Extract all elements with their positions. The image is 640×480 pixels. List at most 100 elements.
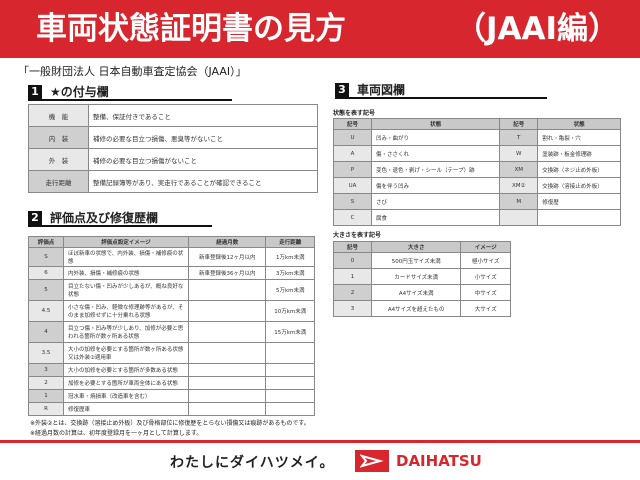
table-cell [187, 342, 267, 364]
table-row: U 凹み・曲がり T 割れ・亀裂・穴 [333, 129, 621, 146]
table-row: 3.5 大小の加修を必要とする箇所が数ヶ所ある状態又は外装②適用車 [28, 342, 315, 364]
section-3-header: 3 車両図欄 [335, 82, 547, 99]
table-cell: 腐食 [370, 209, 501, 226]
table-cell: 冠水車・焼損車（改造車を含む） [63, 389, 189, 403]
title-banner: 車両状態証明書の見方 （JAAI編） [0, 0, 640, 58]
brand-name: DAIHATSU [396, 452, 482, 470]
table-cell: 小さな傷・凹み、軽微な修理跡等があるが、そのまま加修せずに十分乗れる状態 [63, 300, 189, 322]
table-cell: 2 [333, 284, 372, 301]
table-cell: 傷・ささくれ [370, 145, 501, 162]
table-cell [187, 402, 267, 416]
table-cell [187, 321, 267, 343]
table-cell: 3 [333, 300, 372, 317]
table-cell: 1 [28, 389, 64, 403]
table-cell [265, 376, 315, 390]
table-cell: 塗装跡・板金修理跡 [537, 145, 621, 162]
table-cell [537, 209, 621, 226]
table-cell: 新車登録後12ヶ月以内 [187, 247, 267, 267]
table-cell: 1万km未満 [265, 247, 315, 267]
table-cell: R [28, 402, 64, 416]
table-cell: 走行距離 [28, 170, 89, 193]
table-cell: S [333, 193, 372, 210]
table-row: UA 傷を伴う凹み XM② 交換跡（溶接止め外板） [333, 177, 621, 194]
size-symbols-label: 大きさを表す記号 [333, 232, 382, 239]
divider [0, 440, 640, 443]
organization-name: 「一般財団法人 日本自動車査定協会（JAAI）」 [18, 65, 247, 78]
state-symbols-label: 状態を表す記号 [333, 110, 376, 117]
table-cell: 傷を伴う凹み [370, 177, 501, 194]
table-cell: 整備、保証付きであること [88, 104, 318, 127]
column-header: 記号 [333, 118, 372, 130]
section-1-header: 1 ★の付与欄 [28, 84, 232, 101]
footnote-1: ※外装②とは、交換跡（溶接止め外板）及び骨格部位に修復歴をとらない損傷又は痕跡が… [30, 420, 310, 427]
table-row: C 腐食 [333, 209, 621, 226]
table-cell: 0 [333, 252, 372, 269]
table-cell: 修復歴車 [63, 402, 189, 416]
table-cell: 大サイズ [460, 300, 511, 317]
table-cell: 3.5 [28, 342, 64, 364]
table-cell [265, 389, 315, 403]
table-cell [265, 402, 315, 416]
state-symbols-table: 記号 状態 記号 状態 U 凹み・曲がり T 割れ・亀裂・穴 A 傷・ささくれ W 塗装跡・板金修理跡… [333, 118, 621, 226]
table-cell: A4サイズ未満 [370, 284, 462, 301]
table-cell: 4.5 [28, 300, 64, 322]
table-cell: 5 [28, 279, 64, 301]
table-cell: 修復歴 [537, 193, 621, 210]
table-cell: P [333, 161, 372, 178]
table-cell: 15万km未満 [265, 321, 315, 343]
table-row: 2 加修を必要とする箇所が車両全体にある状態 [28, 376, 315, 390]
table-cell: 5万km未満 [265, 279, 315, 301]
table-cell: U [333, 129, 372, 146]
table-cell: C [333, 209, 372, 226]
table-cell: 補修の必要な目立つ損傷がないこと [88, 148, 318, 171]
table-cell: 機 能 [28, 104, 89, 127]
table-cell: A4サイズを超えたもの [370, 300, 462, 317]
table-cell [187, 376, 267, 390]
table-cell: 大小の加修を必要とする箇所が数ヶ所ある状態又は外装②適用車 [63, 342, 189, 364]
page-subtitle: （JAAI編） [455, 11, 620, 47]
table-cell: 3 [28, 363, 64, 377]
slogan: わたしにダイハツメイ。 [170, 455, 335, 471]
column-header: 評価点設定イメージ [63, 236, 189, 248]
table-row: A 傷・ささくれ W 塗装跡・板金修理跡 [333, 145, 621, 162]
table-cell: 外 装 [28, 148, 89, 171]
page-title: 車両状態証明書の見方 [36, 11, 346, 47]
table-cell: ほぼ新車の状態で、内外装、損傷・補修痕の状態 [63, 247, 189, 267]
table-cell: 整備記録簿等があり、実走行であることが確認できること [88, 170, 318, 193]
table-cell: カードサイズ未満 [370, 268, 462, 285]
table-row: 1 カードサイズ未満 小サイズ [333, 268, 511, 285]
table-cell: 大小の加修を必要とする箇所が多数ある状態 [63, 363, 189, 377]
table-cell [187, 389, 267, 403]
table-cell: 変色・退色・剥げ・シール（テープ）跡 [370, 161, 501, 178]
table-cell: A [333, 145, 372, 162]
table-row: 6 内外装、損傷・補修痕の状態 新車登録後36ヶ月以内 3万km未満 [28, 266, 315, 280]
column-header: 状態 [537, 118, 621, 130]
section-2-header: 2 評価点及び修復歴欄 [28, 210, 212, 227]
table-cell: 3万km未満 [265, 266, 315, 280]
daihatsu-logo-icon [355, 450, 389, 472]
table-cell [187, 363, 267, 377]
table-row: 1 冠水車・焼損車（改造車を含む） [28, 389, 315, 403]
table-cell: 1 [333, 268, 372, 285]
table-cell: さび [370, 193, 501, 210]
table-cell [187, 300, 267, 322]
table-row: 5 目立たない傷・凹みが少しあるが、概ね良好な状態 5万km未満 [28, 279, 315, 301]
table-cell: 凹み・曲がり [370, 129, 501, 146]
table-row: 走行距離 整備記録簿等があり、実走行であることが確認できること [28, 170, 318, 193]
header-row: 評価点 評価点設定イメージ 経過月数 走行距離 [28, 236, 315, 248]
table-cell: 加修を必要とする箇所が車両全体にある状態 [63, 376, 189, 390]
table-row: R 修復歴車 [28, 402, 315, 416]
table-cell: 新車登録後36ヶ月以内 [187, 266, 267, 280]
header-row: 記号 大きさ イメージ [333, 241, 511, 253]
table-row: 内 装補修の必要な目立つ損傷、悪臭等がないこと [28, 126, 318, 149]
table-cell: T [499, 129, 539, 146]
table-row: 4 目立つ傷・凹み等が少しあり、加修が必要と思われる箇所が数ヶ所ある状態 15万km… [28, 321, 315, 343]
column-header: 評価点 [28, 236, 64, 248]
size-symbols-table: 記号 大きさ イメージ 0 500円玉サイズ未満 極小サイズ 1 カードサイズ未満 小サイズ 2 A… [333, 241, 511, 317]
table-cell: 交換跡（溶接止め外板） [537, 177, 621, 194]
table-cell: 10万km未満 [265, 300, 315, 322]
table-cell: W [499, 145, 539, 162]
table-row: 機 能整備、保証付きであること [28, 104, 318, 127]
column-header: 経過月数 [187, 236, 267, 248]
column-header: 大きさ [370, 241, 462, 253]
